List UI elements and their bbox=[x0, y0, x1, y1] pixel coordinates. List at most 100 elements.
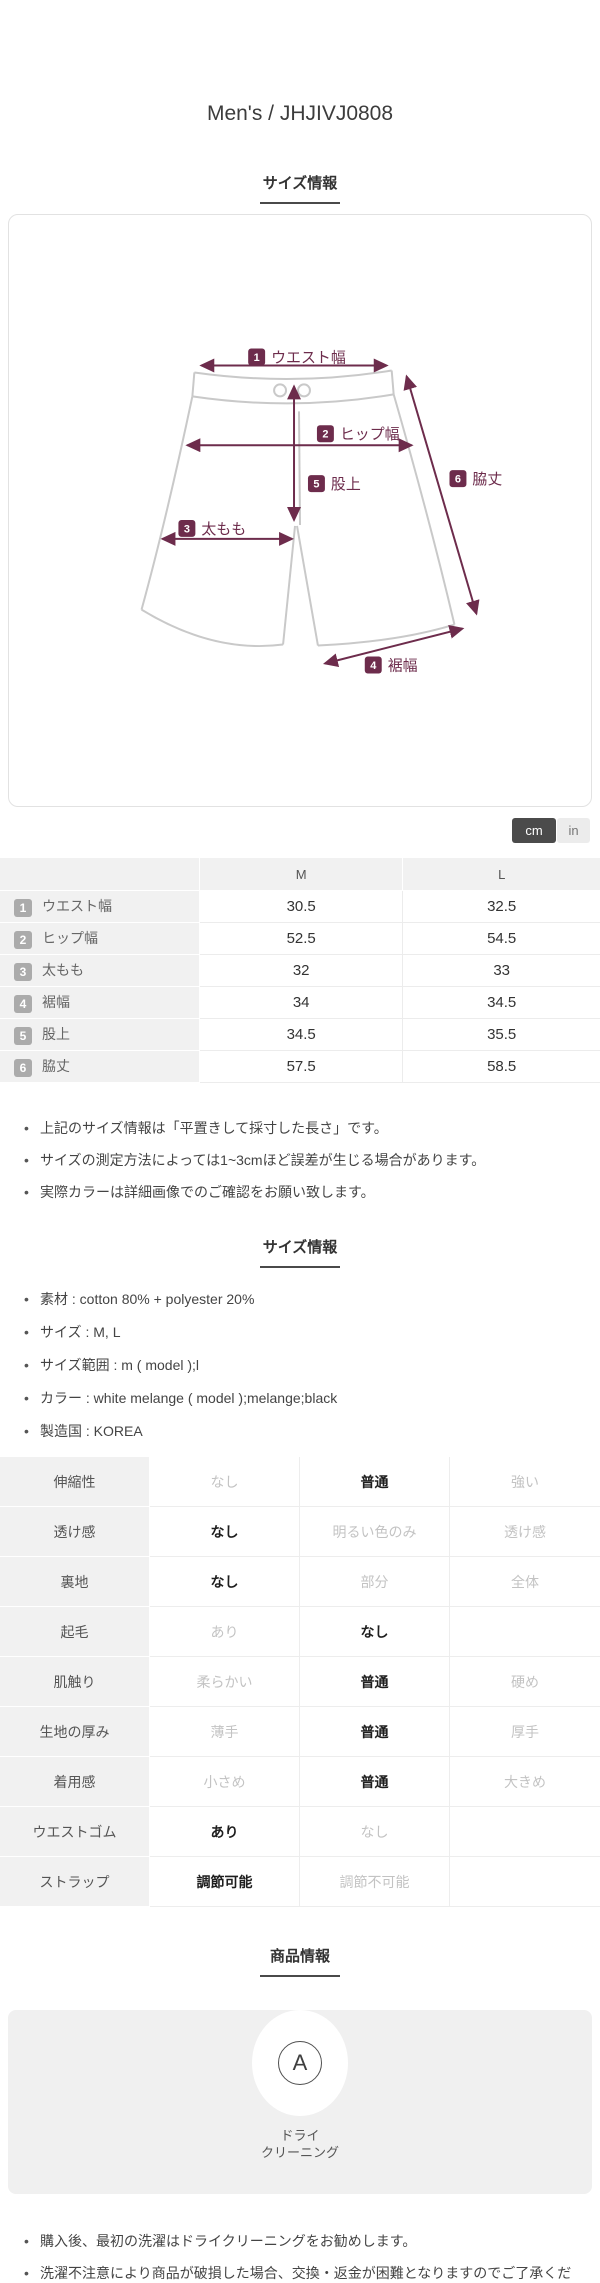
care-symbol-background: A bbox=[252, 2010, 348, 2116]
feature-row: 肌触り 柔らかい 普通 硬め bbox=[0, 1657, 600, 1707]
value-m: 32 bbox=[200, 955, 404, 987]
table-row: 5 股上 34.5 35.5 bbox=[0, 1019, 600, 1051]
hem-width-arrow bbox=[322, 625, 465, 668]
feature-option: なし bbox=[150, 1457, 300, 1507]
label-hip-width: 2 ヒップ幅 bbox=[316, 425, 400, 443]
value-m: 52.5 bbox=[200, 923, 404, 955]
feature-option bbox=[450, 1807, 600, 1857]
table-row: 3 太もも 32 33 bbox=[0, 955, 600, 987]
feature-option bbox=[450, 1607, 600, 1657]
feature-row: ストラップ 調節可能 調節不可能 bbox=[0, 1857, 600, 1907]
measure-label: ヒップ幅 bbox=[42, 930, 98, 947]
value-l: 58.5 bbox=[403, 1051, 600, 1083]
side-length-arrow bbox=[403, 374, 480, 616]
row-number-badge: 4 bbox=[14, 994, 32, 1013]
feature-option: あり bbox=[150, 1807, 300, 1857]
table-row: 6 脇丈 57.5 58.5 bbox=[0, 1051, 600, 1083]
unit-toggle: cm in bbox=[0, 818, 590, 843]
size-notes: • 上記のサイズ情報は「平置きして採寸した長さ」です。 • サイズの測定方法によって… bbox=[0, 1119, 600, 1202]
unit-cm-button[interactable]: cm bbox=[512, 818, 556, 843]
note-item: • 実際カラーは詳細画像でのご確認をお願い致します。 bbox=[24, 1184, 375, 1200]
feature-label: ウエストゴム bbox=[0, 1807, 150, 1857]
feature-option: 部分 bbox=[300, 1557, 450, 1607]
detail-info-heading: サイズ情報 bbox=[262, 1239, 338, 1256]
feature-option: 普通 bbox=[300, 1657, 450, 1707]
shorts-measurement-diagram: 1 ウエスト幅 2 ヒップ幅 5 股上 3 太もも bbox=[140, 348, 502, 674]
label-rise: 5 股上 bbox=[307, 475, 361, 493]
bullet-icon: • bbox=[24, 1152, 29, 1168]
size-col-empty bbox=[0, 858, 200, 891]
detail-item: • カラー : white melange ( model );melange;b… bbox=[24, 1390, 338, 1406]
feature-row: 生地の厚み 薄手 普通 厚手 bbox=[0, 1707, 600, 1757]
value-l: 54.5 bbox=[403, 923, 600, 955]
row-number-badge: 2 bbox=[14, 930, 32, 949]
value-l: 35.5 bbox=[403, 1019, 600, 1051]
product-notes: • 購入後、最初の洗濯はドライクリーニングをお勧めします。 • 洗濯不注意により商品… bbox=[0, 2232, 600, 2283]
size-col-m: M bbox=[200, 858, 404, 891]
size-info-heading: サイズ情報 bbox=[262, 175, 338, 192]
measurement-arrows bbox=[160, 358, 480, 668]
feature-row: 透け感 なし 明るい色のみ 透け感 bbox=[0, 1507, 600, 1557]
svg-text:股上: 股上 bbox=[331, 476, 361, 493]
bullet-icon: • bbox=[24, 1390, 29, 1406]
note-item: • サイズの測定方法によっては1~3cmほど誤差が生じる場合があります。 bbox=[24, 1152, 486, 1168]
svg-text:ヒップ幅: ヒップ幅 bbox=[340, 426, 400, 443]
feature-row: 伸縮性 なし 普通 強い bbox=[0, 1457, 600, 1507]
feature-option: 強い bbox=[450, 1457, 600, 1507]
feature-label: ストラップ bbox=[0, 1857, 150, 1907]
waist-button-icon bbox=[297, 383, 311, 398]
table-row: 1 ウエスト幅 30.5 32.5 bbox=[0, 891, 600, 923]
detail-bullets: • 素材 : cotton 80% + polyester 20% • サイズ : … bbox=[0, 1290, 600, 1441]
bullet-icon: • bbox=[24, 1120, 29, 1136]
label-side-length: 6 脇丈 bbox=[449, 470, 502, 488]
feature-option: 調節不可能 bbox=[300, 1857, 450, 1907]
feature-option: 全体 bbox=[450, 1557, 600, 1607]
detail-item: • 素材 : cotton 80% + polyester 20% bbox=[24, 1291, 255, 1307]
measurement-labels: 1 ウエスト幅 2 ヒップ幅 5 股上 3 太もも bbox=[178, 348, 502, 674]
unit-in-button[interactable]: in bbox=[557, 818, 590, 843]
svg-text:5: 5 bbox=[313, 479, 319, 491]
value-m: 34.5 bbox=[200, 1019, 404, 1051]
feature-row: 起毛 あり なし bbox=[0, 1607, 600, 1657]
value-m: 57.5 bbox=[200, 1051, 404, 1083]
feature-row: ウエストゴム あり なし bbox=[0, 1807, 600, 1857]
feature-option: 薄手 bbox=[150, 1707, 300, 1757]
care-label: ドライ クリーニング bbox=[260, 2128, 339, 2160]
page-title: Men's / JHJIVJ0808 bbox=[206, 102, 394, 125]
detail-item: • 製造国 : KOREA bbox=[24, 1423, 143, 1439]
label-waist-width: 1 ウエスト幅 bbox=[248, 348, 346, 367]
feature-option: なし bbox=[150, 1507, 300, 1557]
feature-option bbox=[450, 1857, 600, 1907]
measure-label: 股上 bbox=[42, 1026, 70, 1043]
svg-text:2: 2 bbox=[322, 429, 328, 441]
bullet-icon: • bbox=[24, 2233, 29, 2249]
measure-label: 裾幅 bbox=[42, 994, 70, 1011]
feature-option: あり bbox=[150, 1607, 300, 1657]
feature-label: 伸縮性 bbox=[0, 1457, 150, 1507]
value-m: 30.5 bbox=[200, 891, 404, 923]
feature-option: 普通 bbox=[300, 1757, 450, 1807]
label-thigh: 3 太もも bbox=[178, 519, 246, 538]
feature-option: 柔らかい bbox=[150, 1657, 300, 1707]
feature-label: 生地の厚み bbox=[0, 1707, 150, 1757]
row-number-badge: 3 bbox=[14, 962, 32, 981]
feature-option: 普通 bbox=[300, 1707, 450, 1757]
feature-option: なし bbox=[300, 1807, 450, 1857]
size-col-l: L bbox=[403, 858, 600, 891]
waist-button-icon bbox=[273, 383, 288, 398]
table-row: 2 ヒップ幅 52.5 54.5 bbox=[0, 923, 600, 955]
heading-underline bbox=[260, 1266, 340, 1268]
feature-option: 普通 bbox=[300, 1457, 450, 1507]
row-number-badge: 6 bbox=[14, 1058, 32, 1077]
bullet-icon: • bbox=[24, 1291, 29, 1307]
features-table: 伸縮性 なし 普通 強い 透け感 なし 明るい色のみ 透け感 裏地 なし 部分 … bbox=[0, 1457, 600, 1907]
feature-label: 裏地 bbox=[0, 1557, 150, 1607]
shorts-outline bbox=[140, 369, 456, 648]
value-l: 34.5 bbox=[403, 987, 600, 1019]
feature-label: 透け感 bbox=[0, 1507, 150, 1557]
table-row: 4 裾幅 34 34.5 bbox=[0, 987, 600, 1019]
value-m: 34 bbox=[200, 987, 404, 1019]
product-info-heading: 商品情報 bbox=[269, 1948, 330, 1965]
feature-label: 肌触り bbox=[0, 1657, 150, 1707]
size-diagram-panel: 1 ウエスト幅 2 ヒップ幅 5 股上 3 太もも bbox=[8, 214, 592, 807]
